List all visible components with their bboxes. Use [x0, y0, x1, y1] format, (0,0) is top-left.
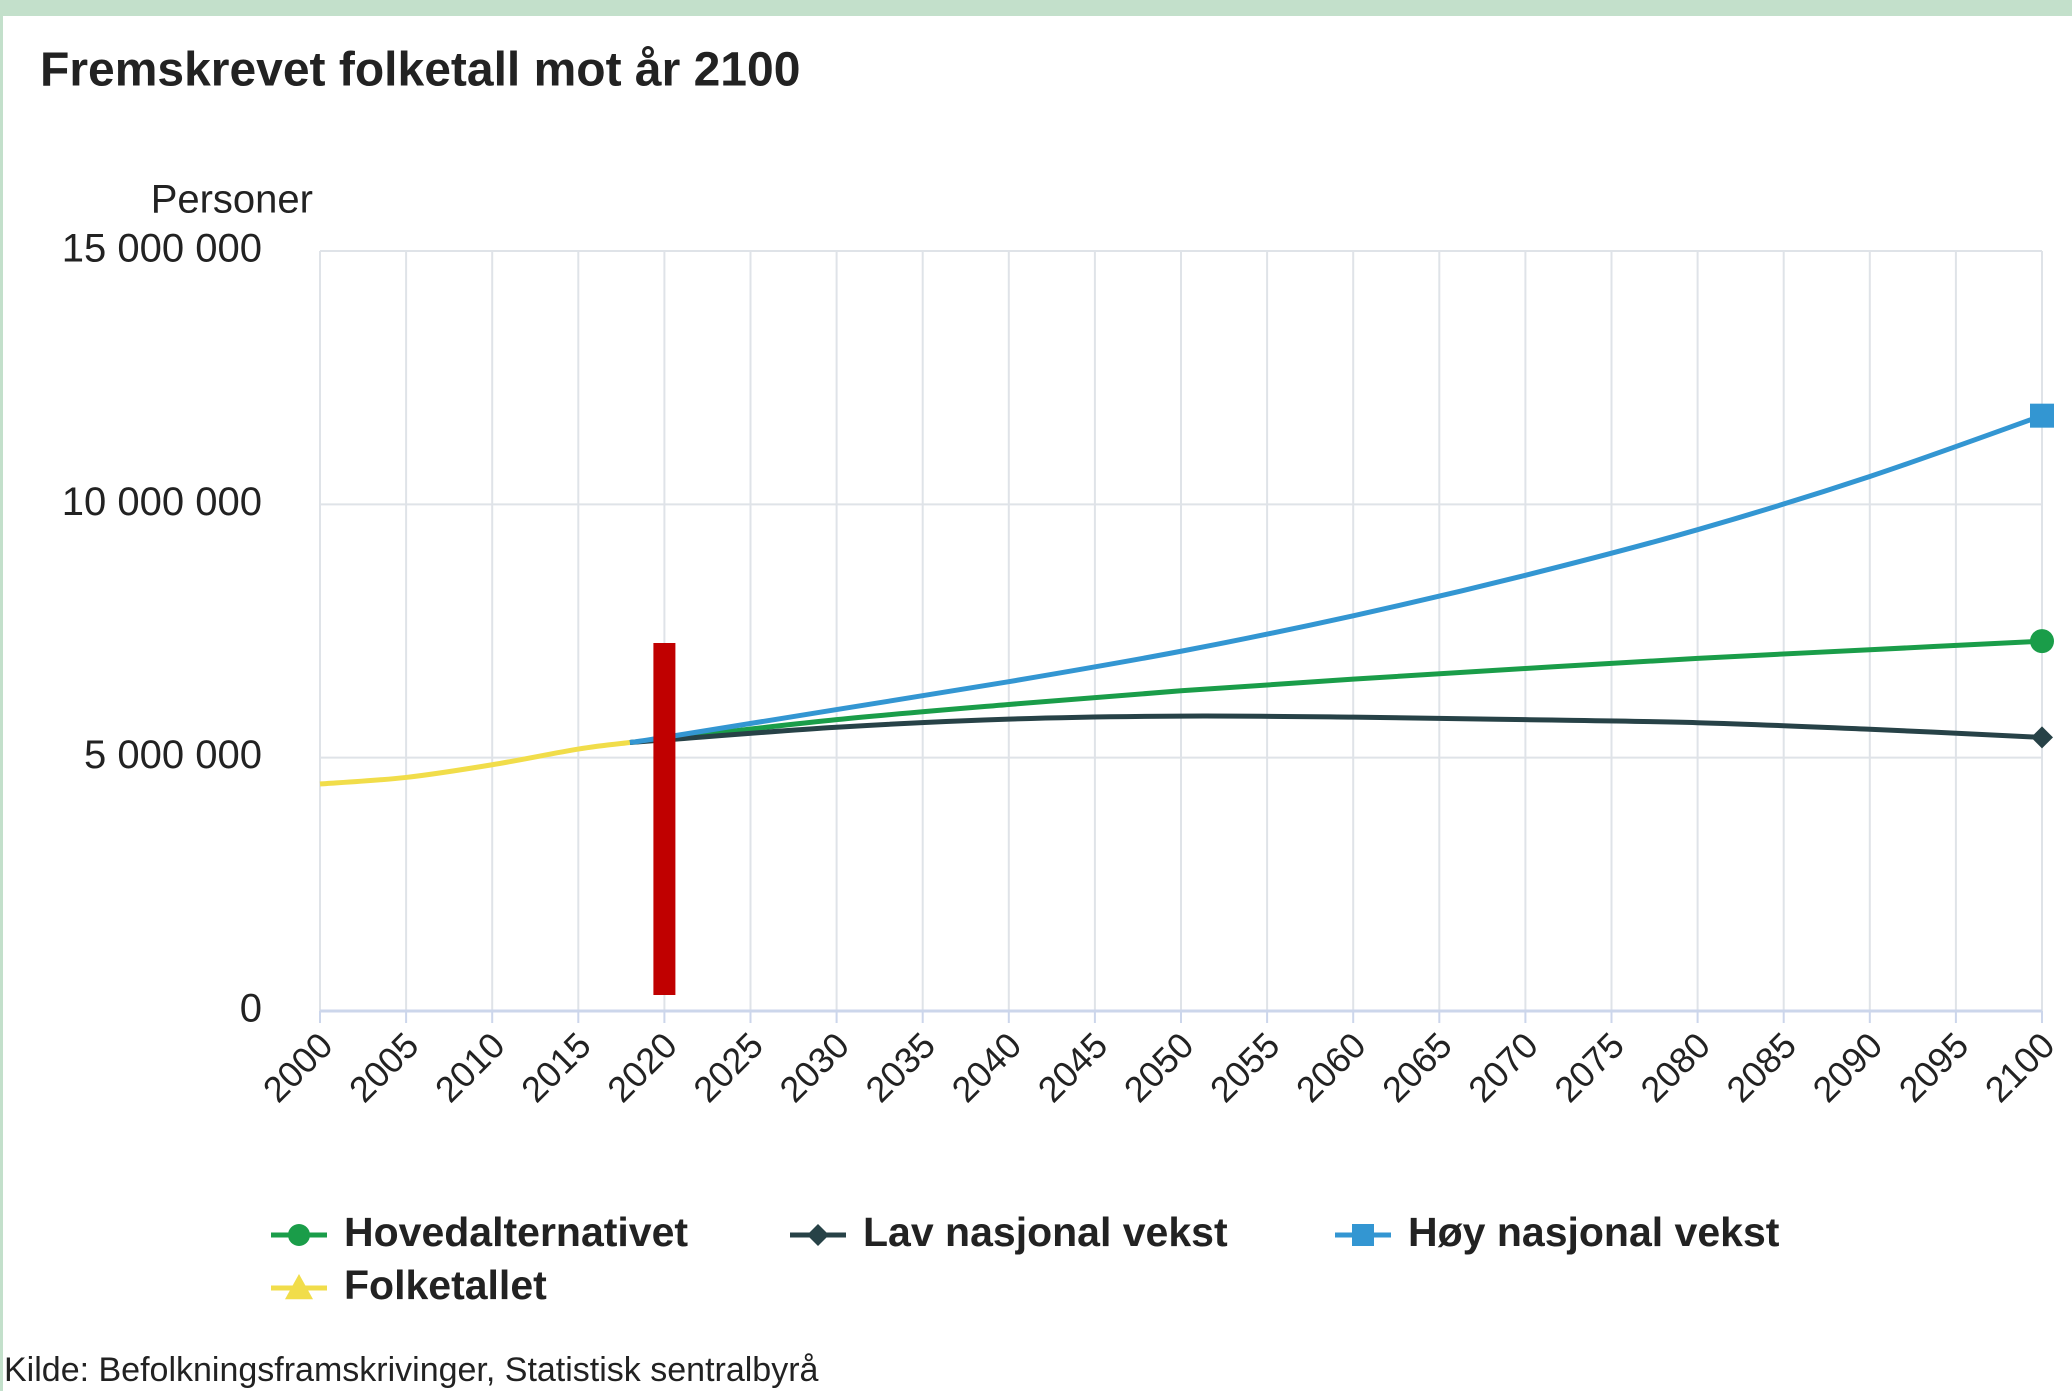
series-line [629, 638, 2043, 745]
highlight-bar [653, 643, 676, 995]
x-tick-label: 2085 [1718, 1024, 1804, 1110]
x-tick-label: 2005 [341, 1024, 427, 1110]
legend-label: Lav nasjonal vekst [863, 1209, 1228, 1255]
x-tick-label: 2080 [1632, 1024, 1718, 1110]
x-tick-label: 2035 [857, 1024, 943, 1110]
x-tick-label: 2045 [1030, 1024, 1116, 1110]
series-line [319, 739, 631, 787]
y-tick-label: 10 000 000 [62, 480, 262, 524]
x-tick-label: 2030 [771, 1024, 857, 1110]
series-line [629, 413, 2043, 745]
x-tick-label: 2040 [944, 1024, 1030, 1110]
top-border [0, 0, 2072, 16]
source: Kilde: Befolkningsframskrivinger, Statis… [4, 1351, 819, 1389]
legend-label: Høy nasjonal vekst [1408, 1209, 1780, 1255]
x-tick-label: 2060 [1288, 1024, 1374, 1110]
point-marker [285, 1274, 313, 1300]
x-tick-label: 2075 [1546, 1024, 1632, 1110]
point-marker [2030, 629, 2054, 654]
series-line [629, 713, 2043, 745]
point-marker [2031, 726, 2053, 749]
x-tick-label: 2055 [1202, 1024, 1288, 1110]
chart-title: Fremskrevet folketall mot år 2100 [40, 44, 800, 97]
x-tick-label: 2065 [1374, 1024, 1460, 1110]
point-marker [288, 1224, 310, 1246]
x-tick-label: 2070 [1460, 1024, 1546, 1110]
x-tick-label: 2025 [685, 1024, 771, 1110]
y-axis-label: Personer [151, 178, 313, 222]
x-tick-label: 2100 [1977, 1024, 2063, 1110]
x-tick-label: 2015 [513, 1024, 599, 1110]
legend-label: Folketallet [344, 1262, 547, 1308]
point-marker [1352, 1224, 1374, 1246]
y-tick-label: 15 000 000 [62, 227, 262, 271]
y-tick-label: 0 [240, 987, 262, 1031]
x-tick-label: 2050 [1116, 1024, 1202, 1110]
x-tick-label: 2020 [599, 1024, 685, 1110]
x-tick-label: 2090 [1805, 1024, 1891, 1110]
point-marker [807, 1224, 829, 1246]
point-marker [2030, 403, 2054, 428]
legend-label: Hovedalternativet [344, 1209, 688, 1255]
x-tick-label: 2000 [255, 1024, 341, 1110]
left-border [0, 0, 3, 1391]
y-tick-label: 5 000 000 [84, 733, 262, 777]
x-tick-label: 2010 [427, 1024, 513, 1110]
x-tick-label: 2095 [1891, 1024, 1977, 1110]
